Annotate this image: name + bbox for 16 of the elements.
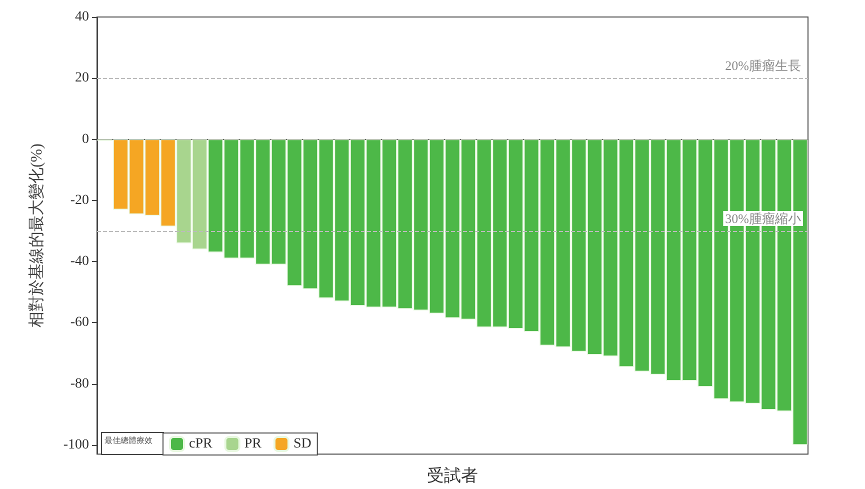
y-tick-label: 0 — [82, 132, 89, 147]
y-tick-label: -40 — [70, 254, 89, 270]
y-tick-label: 40 — [75, 10, 89, 24]
y-tick-label: -20 — [70, 192, 89, 208]
y-axis-title: 相對於基線的最大變化(%) — [28, 144, 46, 328]
legend-label: cPR — [189, 436, 213, 452]
legend-label: SD — [293, 436, 312, 452]
ref-line-label: 20%腫瘤生長 — [725, 58, 801, 74]
y-tick-label: -80 — [70, 376, 89, 392]
ref-line-label: 30%腫瘤縮小 — [725, 210, 801, 226]
y-tick-label: 20 — [75, 70, 89, 86]
y-tick-label: -100 — [63, 437, 89, 452]
legend-title: 最佳總體療效 — [104, 436, 152, 445]
x-axis-title: 受試者 — [427, 466, 478, 485]
legend-label: PR — [244, 436, 262, 452]
y-tick-label: -60 — [70, 315, 89, 330]
